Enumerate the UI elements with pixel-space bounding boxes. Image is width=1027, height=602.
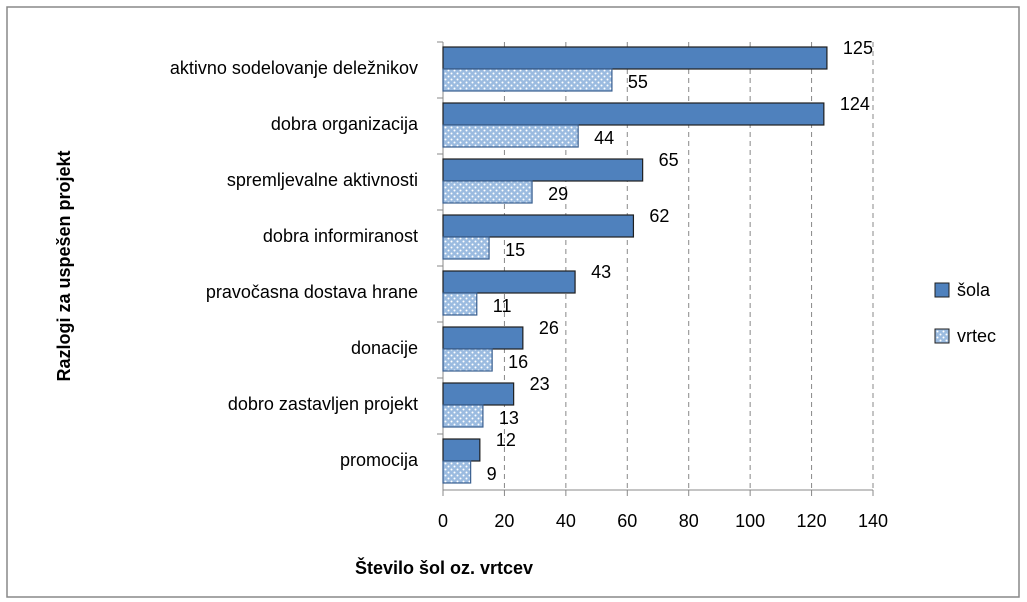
x-tick-label: 120 xyxy=(797,511,827,531)
bar xyxy=(442,124,579,148)
value-label: 44 xyxy=(594,128,614,148)
legend-swatch xyxy=(934,282,950,298)
value-label: 12 xyxy=(496,430,516,450)
value-label: 23 xyxy=(530,374,550,394)
bar xyxy=(442,326,524,350)
x-tick-label: 40 xyxy=(556,511,576,531)
legend-swatch xyxy=(934,328,950,344)
value-label: 26 xyxy=(539,318,559,338)
x-tick-label: 20 xyxy=(494,511,514,531)
bar xyxy=(442,46,828,70)
value-label: 62 xyxy=(649,206,669,226)
bar xyxy=(442,404,484,428)
bar xyxy=(442,102,825,126)
bar xyxy=(442,158,644,182)
x-tick-label: 140 xyxy=(858,511,888,531)
x-tick-label: 80 xyxy=(679,511,699,531)
y-tick-label: pravočasna dostava hrane xyxy=(206,282,418,302)
value-label: 55 xyxy=(628,72,648,92)
value-label: 9 xyxy=(487,464,497,484)
x-tick-label: 60 xyxy=(617,511,637,531)
legend-label: šola xyxy=(957,280,991,300)
y-tick-label: spremljevalne aktivnosti xyxy=(227,170,418,190)
value-label: 124 xyxy=(840,94,870,114)
value-label: 125 xyxy=(843,38,873,58)
bar xyxy=(442,460,472,484)
y-tick-label: promocija xyxy=(340,450,419,470)
value-label: 15 xyxy=(505,240,525,260)
y-tick-label: donacije xyxy=(351,338,418,358)
bar xyxy=(442,438,481,462)
value-label: 16 xyxy=(508,352,528,372)
bar xyxy=(442,348,493,372)
value-label: 13 xyxy=(499,408,519,428)
x-axis-title: Število šol oz. vrtcev xyxy=(355,557,533,578)
y-tick-label: dobra informiranost xyxy=(263,226,418,246)
value-label: 29 xyxy=(548,184,568,204)
y-tick-label: dobra organizacija xyxy=(271,114,419,134)
bar xyxy=(442,180,533,204)
value-label: 11 xyxy=(493,296,512,316)
bar xyxy=(442,292,478,316)
value-label: 65 xyxy=(659,150,679,170)
bar xyxy=(442,270,576,294)
x-tick-label: 100 xyxy=(735,511,765,531)
bar xyxy=(442,236,490,260)
bar xyxy=(442,382,515,406)
bar xyxy=(442,214,635,238)
y-axis-title: Razlogi za uspešen projekt xyxy=(54,150,74,381)
y-tick-label: dobro zastavljen projekt xyxy=(228,394,418,414)
x-tick-label: 0 xyxy=(438,511,448,531)
legend-label: vrtec xyxy=(957,326,996,346)
value-label: 43 xyxy=(591,262,611,282)
y-tick-label: aktivno sodelovanje deležnikov xyxy=(170,58,418,78)
bar xyxy=(442,68,613,92)
